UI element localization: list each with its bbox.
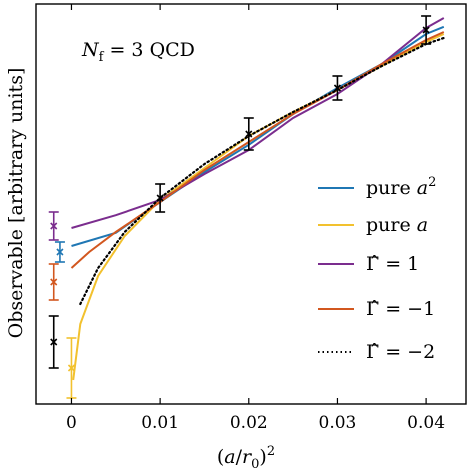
data-point-1-marker <box>156 194 164 202</box>
y-axis-label: Observable [arbitrary units] <box>5 68 27 339</box>
extrapolated-point-2-marker <box>50 338 58 346</box>
x-tick-label-4: 0.04 <box>407 413 445 433</box>
series-curves <box>70 17 445 381</box>
legend: pure a2 pure a Γ̂ = 1 Γ̂ = −1 Γ̂ = −2 <box>318 175 436 363</box>
x-axis-label: (a/r0)2 <box>217 444 275 472</box>
data-point-3-marker <box>333 84 342 92</box>
x-tick-label-0: 0 <box>66 413 77 433</box>
extrapolated-point-pure-a-2-marker <box>56 248 64 256</box>
extrapolated-points <box>48 211 77 399</box>
legend-label-gamma-1: Γ̂ = 1 <box>366 253 419 275</box>
legend-label-gamma-minus-2: Γ̂ = −2 <box>366 341 435 363</box>
x-tick-labels: 0 0.01 0.02 0.03 0.04 <box>66 413 445 433</box>
legend-label-gamma-minus-1: Γ̂ = −1 <box>366 298 435 320</box>
annotation-nf: Nf = 3 QCD <box>81 39 195 65</box>
legend-label-pure-a2: pure a2 <box>366 175 436 199</box>
data-point-2-marker <box>245 130 253 138</box>
data-points <box>155 15 432 213</box>
data-point-4-marker <box>422 26 430 34</box>
series-line-1 <box>70 31 445 269</box>
extrapolated-point-pure-a-marker <box>67 364 76 372</box>
extrapolated-point-1-marker <box>50 222 58 230</box>
plot-frame <box>35 3 467 405</box>
x-tick-label-3: 0.03 <box>319 413 357 433</box>
extrapolated-point-1-marker <box>50 278 58 286</box>
series-line-1 <box>71 17 445 229</box>
x-tick-label-1: 0.01 <box>141 413 179 433</box>
axes <box>35 3 467 405</box>
x-tick-label-2: 0.02 <box>230 413 268 433</box>
legend-label-pure-a: pure a <box>366 214 428 236</box>
